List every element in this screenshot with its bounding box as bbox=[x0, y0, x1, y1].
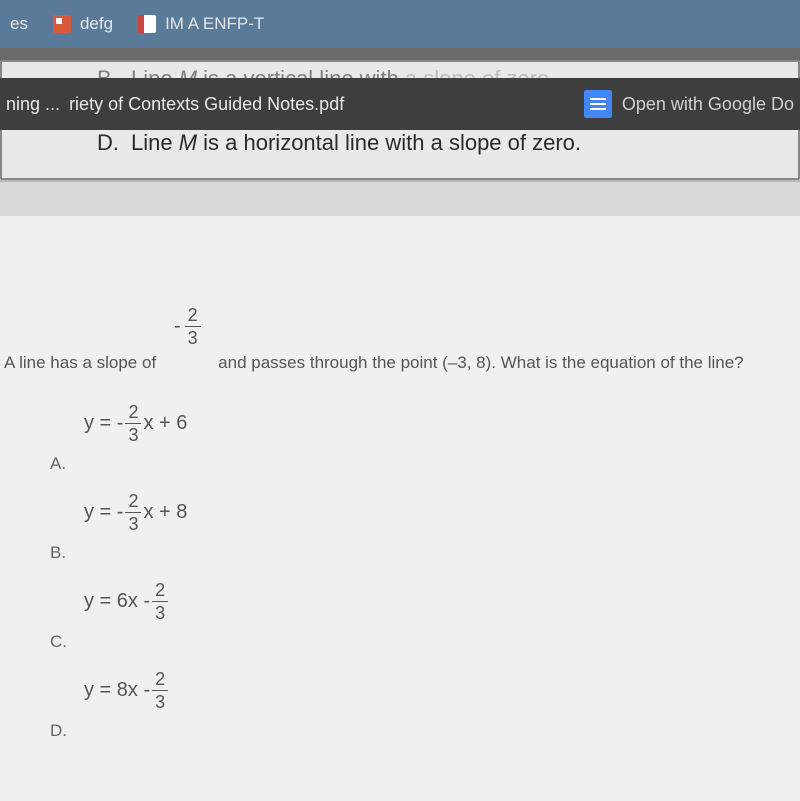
bookmark-item-enfp[interactable]: IM A ENFP-T bbox=[137, 14, 264, 34]
fraction-numerator: 2 bbox=[125, 492, 141, 513]
answer-var: M bbox=[179, 130, 197, 155]
bookmark-icon bbox=[137, 14, 157, 34]
answer-text: is a horizontal line with a slope of zer… bbox=[197, 130, 581, 155]
fraction-denominator: 3 bbox=[155, 691, 165, 711]
question-panel: - 2 3 A line has a slope of and passes t… bbox=[0, 306, 800, 801]
bookmarks-bar: es defg IM A ENFP-T bbox=[0, 0, 800, 48]
option-c[interactable]: y = 6x - 2 3 C. bbox=[20, 581, 796, 652]
option-label: C. bbox=[50, 632, 796, 652]
option-equation: y = 6x - 2 3 bbox=[84, 581, 796, 622]
option-equation: y = - 2 3 x + 6 bbox=[84, 403, 796, 444]
option-label: D. bbox=[50, 721, 796, 741]
bookmark-truncated: es bbox=[10, 14, 28, 34]
option-a[interactable]: y = - 2 3 x + 6 A. bbox=[20, 403, 796, 474]
tab-title-prefix: ning ... bbox=[6, 94, 60, 114]
answer-text: Line bbox=[131, 130, 179, 155]
option-b[interactable]: y = - 2 3 x + 8 B. bbox=[20, 492, 796, 563]
fraction-numerator: 2 bbox=[152, 670, 168, 691]
option-d[interactable]: y = 8x - 2 3 D. bbox=[20, 670, 796, 741]
open-with-label: Open with Google Do bbox=[622, 94, 794, 115]
option-label: A. bbox=[50, 454, 796, 474]
eq-text: y = - bbox=[84, 412, 123, 435]
document-tab-bar: ning ... riety of Contexts Guided Notes.… bbox=[0, 78, 800, 130]
option-equation: y = 8x - 2 3 bbox=[84, 670, 796, 711]
spacer bbox=[0, 180, 800, 216]
slope-value: - 2 3 bbox=[174, 306, 796, 347]
question-text-pre: A line has a slope of bbox=[4, 353, 156, 373]
tab-title-file: riety of Contexts Guided Notes.pdf bbox=[69, 94, 344, 114]
fraction-numerator: 2 bbox=[185, 306, 201, 327]
fraction-denominator: 3 bbox=[155, 602, 165, 622]
google-docs-icon bbox=[584, 90, 612, 118]
eq-text: x + 6 bbox=[143, 412, 187, 435]
question-text: A line has a slope of and passes through… bbox=[4, 353, 796, 373]
bookmark-item-defg[interactable]: defg bbox=[52, 14, 113, 34]
bookmark-label: IM A ENFP-T bbox=[165, 14, 264, 34]
fraction-numerator: 2 bbox=[125, 403, 141, 424]
fraction-denominator: 3 bbox=[128, 424, 138, 444]
spacer bbox=[0, 216, 800, 306]
fraction-denominator: 3 bbox=[128, 513, 138, 533]
fraction-numerator: 2 bbox=[152, 581, 168, 602]
answer-options: y = - 2 3 x + 6 A. y = - 2 3 x + 8 B. bbox=[4, 403, 796, 741]
option-equation: y = - 2 3 x + 8 bbox=[84, 492, 796, 533]
eq-text: y = 6x - bbox=[84, 590, 150, 613]
answer-row-d: D. Line M is a horizontal line with a sl… bbox=[97, 130, 780, 156]
eq-text: x + 8 bbox=[143, 501, 187, 524]
option-label: B. bbox=[50, 543, 796, 563]
bookmark-label: defg bbox=[80, 14, 113, 34]
fraction-denominator: 3 bbox=[188, 327, 198, 347]
question-text-post: and passes through the point (–3, 8). Wh… bbox=[218, 353, 743, 373]
minus-sign: - bbox=[174, 315, 181, 338]
eq-text: y = 8x - bbox=[84, 679, 150, 702]
eq-text: y = - bbox=[84, 501, 123, 524]
open-with-button[interactable]: Open with Google Do bbox=[584, 90, 800, 118]
answer-letter: D. bbox=[97, 130, 131, 156]
bookmark-icon bbox=[52, 14, 72, 34]
